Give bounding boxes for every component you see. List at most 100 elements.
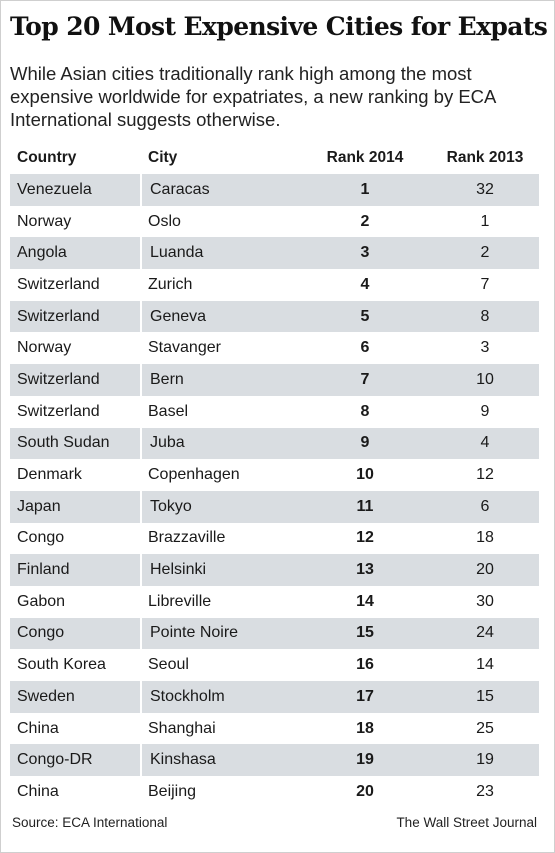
cell-country: South Korea	[17, 656, 106, 674]
table-row: Switzerland Geneva 5 8	[10, 300, 539, 333]
cell-rank-2013: 18	[476, 529, 494, 547]
table-row: Congo Brazzaville 12 18	[10, 523, 539, 555]
table-row: Norway Oslo 2 1	[10, 206, 539, 238]
chart-subtitle: While Asian cities traditionally rank hi…	[10, 63, 496, 130]
cell-rank-2014: 12	[356, 529, 374, 547]
cell-rank-2014: 9	[360, 434, 370, 452]
column-header-country: Country	[17, 149, 77, 166]
column-header-city: City	[148, 149, 178, 166]
cell-rank-2014: 18	[356, 719, 374, 737]
cell-rank-2014: 11	[356, 497, 374, 515]
cell-city: Oslo	[148, 212, 181, 230]
table-row: South Sudan Juba 9 4	[10, 427, 539, 460]
cell-country: South Sudan	[17, 434, 110, 452]
cell-rank-2013: 19	[476, 751, 494, 769]
cell-rank-2013: 14	[476, 656, 494, 674]
table-row: Switzerland Zurich 4 7	[10, 269, 539, 301]
cell-rank-2013: 10	[476, 370, 494, 388]
cell-city: Helsinki	[140, 554, 300, 586]
cell-rank-2013: 9	[480, 402, 490, 420]
cell-city: Stavanger	[148, 339, 221, 357]
cell-rank-2014: 19	[356, 751, 374, 769]
chart-title: Top 20 Most Expensive Cities for Expats	[10, 12, 548, 41]
cell-country: Switzerland	[17, 402, 100, 420]
cell-city: Beijing	[148, 782, 197, 800]
cell-country: Norway	[17, 339, 72, 357]
cell-rank-2014: 13	[356, 561, 374, 579]
cell-country: Japan	[17, 497, 61, 515]
table-row: Gabon Libreville 14 30	[10, 586, 539, 618]
cell-country: Denmark	[17, 466, 82, 484]
cell-rank-2014: 5	[360, 307, 370, 325]
cell-rank-2013: 30	[476, 592, 494, 610]
cell-rank-2013: 15	[476, 687, 494, 705]
cell-country: China	[17, 782, 59, 800]
cell-city: Luanda	[140, 237, 300, 270]
cell-country: Switzerland	[17, 275, 100, 293]
cell-rank-2013: 2	[480, 244, 490, 262]
cell-city: Libreville	[148, 592, 212, 610]
cell-rank-2013: 25	[476, 719, 494, 737]
cell-rank-2014: 4	[360, 275, 370, 293]
cell-rank-2013: 4	[480, 434, 490, 452]
cell-rank-2014: 2	[360, 212, 370, 230]
table-header-row: Country City Rank 2014 Rank 2013	[10, 142, 539, 174]
cell-country: Finland	[17, 561, 70, 579]
table-row: Denmark Copenhagen 10 12	[10, 459, 539, 491]
table-body: Venezuela Caracas 1 3 2 Norway Oslo 2 1 Angola Lua…	[10, 174, 539, 808]
table-row: Venezuela Caracas 1 32	[10, 174, 539, 206]
cell-city: Pointe Noire	[140, 617, 300, 650]
cell-rank-2014: 20	[356, 782, 374, 800]
table-row: Angola Luanda 3 2	[10, 237, 539, 270]
cell-city: Geneva	[140, 300, 300, 333]
table-row: South Korea Seoul 16 14	[10, 649, 539, 681]
cell-country: Switzerland	[17, 307, 100, 325]
cell-rank-2013: 6	[480, 497, 490, 515]
table-row: Switzerland Basel 8 9	[10, 396, 539, 428]
cell-city: Seoul	[148, 656, 189, 674]
cell-rank-2014: 14	[356, 592, 374, 610]
cell-rank-2014: 15	[356, 624, 374, 642]
table-row: China Beijing 20 23	[10, 776, 539, 808]
table-row: Sweden Stockholm 17 15	[10, 681, 539, 713]
table-row: Switzerland Bern 7 10	[10, 364, 539, 396]
cell-country: Norway	[17, 212, 72, 230]
cell-city: Brazzaville	[148, 529, 226, 547]
cell-rank-2014: 8	[360, 402, 370, 420]
table-row: Japan Tokyo 11 6	[10, 490, 539, 523]
cell-country: Angola	[17, 244, 67, 262]
cell-rank-2013: 32	[476, 180, 494, 198]
cell-city: Copenhagen	[148, 466, 240, 484]
cell-city: Kinshasa	[140, 744, 300, 777]
cell-rank-2013: 7	[480, 275, 490, 293]
cell-rank-2014: 7	[360, 370, 370, 388]
cell-rank-2014: 16	[356, 656, 374, 674]
cell-rank-2013: 1	[480, 212, 490, 230]
cell-city: Caracas	[140, 174, 300, 206]
cell-rank-2013: 23	[476, 782, 494, 800]
cell-city: Juba	[140, 427, 300, 460]
cell-rank-2014: 17	[356, 687, 374, 705]
cell-country: Venezuela	[17, 180, 92, 198]
table-row: China Shanghai 18 25	[10, 713, 539, 745]
table-row: Norway Stavanger 6 3	[10, 332, 539, 364]
cell-city: Zurich	[148, 275, 193, 293]
cell-city: Bern	[140, 364, 300, 396]
table-row: Finland Helsinki 13 20	[10, 554, 539, 586]
cell-rank-2013: 20	[476, 561, 494, 579]
cell-rank-2014: 3	[360, 244, 370, 262]
table-row: Congo Pointe Noire 15 24	[10, 617, 539, 650]
cell-rank-2014: 6	[360, 339, 370, 357]
column-header-rank-2014: Rank 2014	[326, 149, 404, 166]
publisher-credit: The Wall Street Journal	[396, 815, 537, 830]
cell-city: Shanghai	[148, 719, 216, 737]
cell-country: Gabon	[17, 592, 66, 610]
cell-country: China	[17, 719, 59, 737]
cell-country: Congo-DR	[17, 751, 93, 769]
cell-rank-2014: 10	[356, 466, 374, 484]
cell-rank-2013: 24	[476, 624, 494, 642]
table-row: Congo-DR Kinshasa 19 19	[10, 744, 539, 777]
cell-country: Switzerland	[17, 370, 100, 388]
column-header-rank-2013: Rank 2013	[446, 149, 524, 166]
source-note: Source: ECA International	[12, 815, 168, 830]
